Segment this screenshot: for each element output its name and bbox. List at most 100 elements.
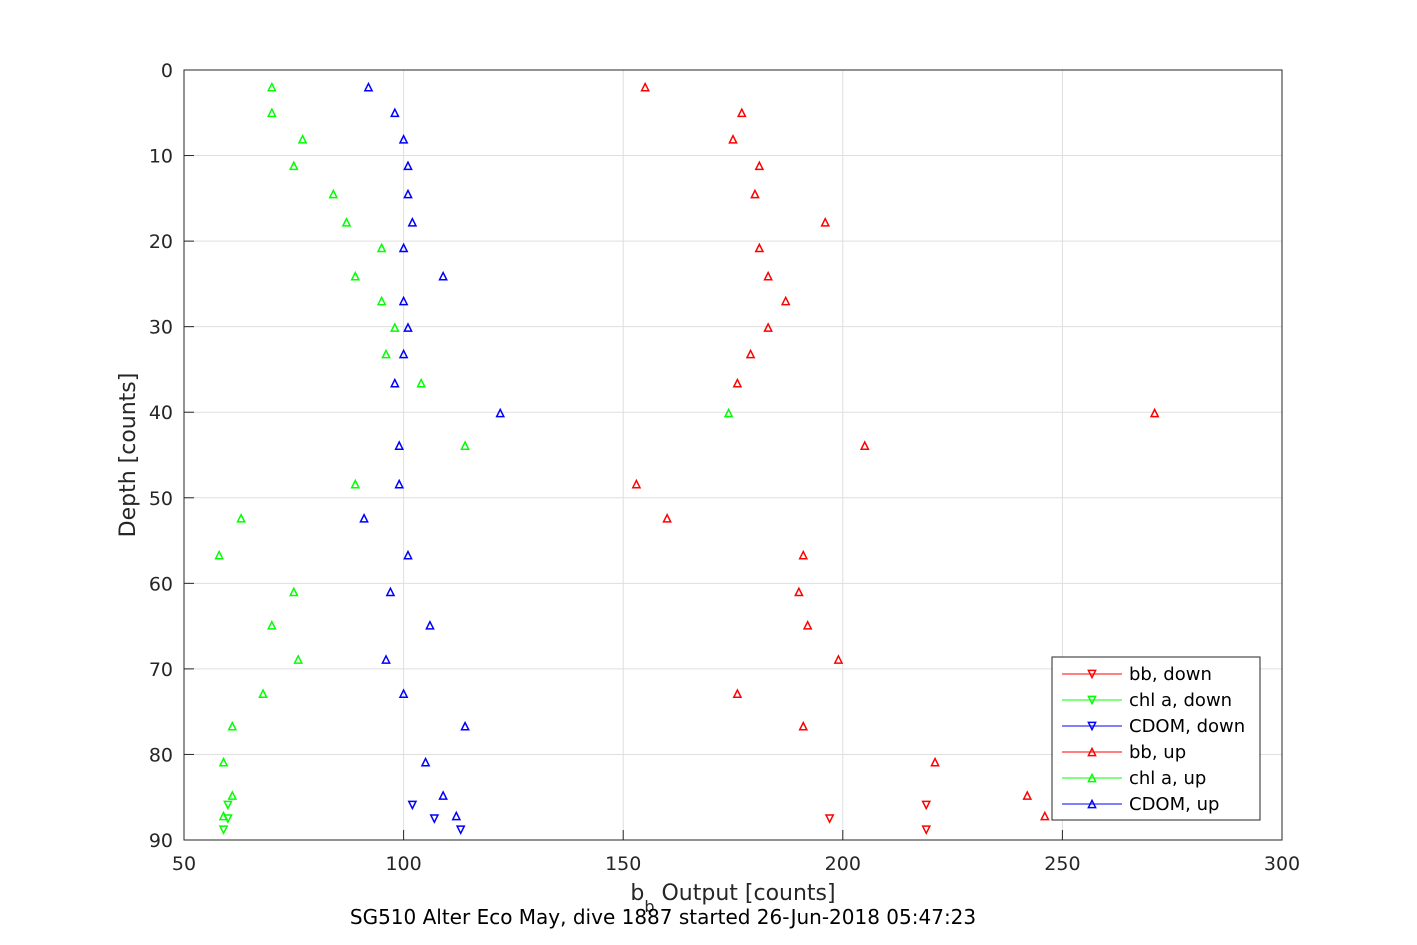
y-tick-label: 70 <box>149 659 173 681</box>
data-point <box>407 217 418 227</box>
data-point <box>460 440 470 450</box>
data-point <box>451 810 462 821</box>
data-point <box>736 107 747 118</box>
data-point <box>732 377 743 388</box>
data-point <box>425 619 435 630</box>
y-axis-ticks: 0 10 20 30 40 50 60 70 80 90 <box>149 60 194 852</box>
data-point <box>398 242 409 253</box>
legend-marker <box>1087 746 1097 757</box>
data-point <box>390 377 400 388</box>
grid-lines <box>183 69 1283 841</box>
data-point <box>258 688 268 699</box>
y-tick-label: 20 <box>149 231 173 253</box>
legend-entry-label: bb, up <box>1129 742 1186 763</box>
legend: bb, down chl a, down CDOM, down bb, up chl a… <box>1051 656 1261 821</box>
data-point <box>381 654 391 664</box>
data-point <box>403 322 413 332</box>
data-point <box>438 270 448 281</box>
x-axis-label: bb Output [counts] <box>630 881 835 916</box>
data-point <box>398 348 409 359</box>
legend-entry-label: CDOM, down <box>1129 716 1245 737</box>
y-axis-label: Depth [counts] <box>116 373 141 538</box>
data-point <box>376 242 387 253</box>
x-tick-label: 50 <box>172 853 196 875</box>
data-point <box>350 478 361 489</box>
data-point <box>1040 810 1050 821</box>
data-point <box>390 322 400 332</box>
data-point <box>267 107 277 118</box>
data-point <box>750 188 760 199</box>
data-point <box>214 549 224 560</box>
y-tick-label: 40 <box>149 402 173 424</box>
data-point <box>824 814 835 824</box>
legend-marker <box>1087 695 1097 706</box>
data-point <box>723 407 734 418</box>
data-point <box>236 513 246 523</box>
data-point <box>798 549 809 560</box>
data-point <box>495 407 506 418</box>
y-tick-label: 80 <box>149 744 173 766</box>
data-point <box>420 756 431 767</box>
data-point <box>297 134 308 144</box>
data-point <box>398 134 409 144</box>
data-point <box>921 825 932 836</box>
data-point <box>398 688 409 699</box>
data-point <box>376 295 387 306</box>
legend-marker <box>1087 721 1097 732</box>
x-tick-label: 100 <box>385 853 421 875</box>
legend-marker <box>1087 669 1097 680</box>
x-axis-ticks: 50 100 150 200 250 300 <box>172 830 1300 875</box>
legend-entry-label: CDOM, up <box>1129 794 1219 815</box>
legend-marker <box>1087 772 1097 783</box>
data-point <box>341 217 352 227</box>
data-markers <box>214 81 1160 836</box>
data-point <box>798 720 809 731</box>
data-point <box>227 720 238 731</box>
data-point <box>662 513 672 523</box>
data-point <box>631 478 642 489</box>
data-point <box>227 790 238 800</box>
legend-marker <box>1087 798 1097 809</box>
data-point <box>455 825 466 836</box>
data-point <box>218 756 229 767</box>
data-point <box>802 619 813 630</box>
y-tick-label: 10 <box>149 146 173 168</box>
y-tick-label: 30 <box>149 317 173 339</box>
data-point <box>403 188 413 199</box>
data-point <box>429 814 440 824</box>
data-point <box>859 440 870 450</box>
data-point <box>921 800 932 811</box>
legend-entry-label: chl a, up <box>1129 768 1206 789</box>
data-point <box>288 160 299 171</box>
legend-box <box>1051 656 1261 821</box>
y-tick-label: 0 <box>161 60 173 82</box>
data-point <box>359 513 369 523</box>
data-point <box>403 549 413 560</box>
data-point <box>780 295 791 306</box>
data-point <box>728 134 738 144</box>
data-point <box>350 270 361 281</box>
data-point <box>390 107 400 118</box>
data-point <box>394 478 405 489</box>
data-point <box>763 270 773 281</box>
data-point <box>820 217 831 227</box>
data-point <box>833 654 844 664</box>
y-tick-label: 60 <box>149 573 173 595</box>
data-point <box>416 377 426 388</box>
data-point <box>328 188 339 199</box>
x-tick-label: 250 <box>1044 853 1080 875</box>
data-point <box>460 720 470 731</box>
legend-entry-label: bb, down <box>1129 664 1212 685</box>
data-point <box>394 440 405 450</box>
x-tick-label: 200 <box>825 853 861 875</box>
data-point <box>1022 790 1033 800</box>
data-point <box>640 81 650 92</box>
y-tick-label: 50 <box>149 488 173 510</box>
data-point <box>745 348 756 359</box>
data-point <box>381 348 391 359</box>
y-tick-label: 90 <box>149 830 173 852</box>
data-point <box>218 825 229 836</box>
data-point <box>794 586 804 597</box>
data-point <box>293 654 304 664</box>
